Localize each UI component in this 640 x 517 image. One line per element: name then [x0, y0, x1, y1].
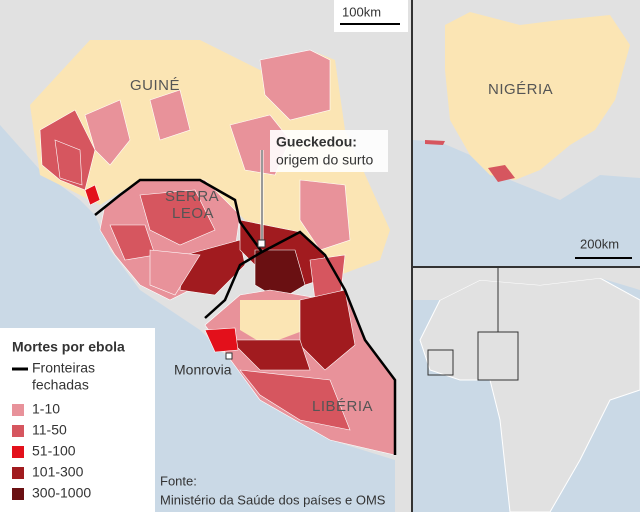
legend-title: Mortes por ebola	[12, 339, 125, 355]
map-shape	[94, 178, 264, 319]
map-shape	[427, 349, 454, 376]
legend-label: 51-100	[32, 443, 76, 459]
legend-swatch	[12, 488, 24, 500]
region	[84, 99, 131, 166]
callout-text: origem do surto	[276, 152, 373, 168]
map-shape	[425, 140, 445, 145]
map-shape	[413, 140, 640, 267]
legend-items: 1-10 11-50 51-100 101-300 300-1000	[12, 401, 91, 501]
callout-title: Gueckedou:	[276, 134, 357, 150]
map-shape	[334, 0, 408, 32]
sierra-leone-label: SERRA	[165, 188, 219, 205]
inset-scale-label: 200km	[580, 236, 619, 251]
map-shape	[0, 328, 155, 512]
region	[149, 89, 191, 141]
legend-label: 11-50	[32, 422, 67, 438]
legend-swatch	[12, 446, 24, 458]
legend-label: 1-10	[32, 401, 60, 417]
legend-label: 101-300	[32, 464, 84, 480]
region	[84, 184, 101, 206]
legend-border: Fronteiras	[32, 360, 95, 376]
liberia-label: LIBÉRIA	[312, 398, 373, 415]
map-shape	[240, 300, 305, 345]
legend-label: 300-1000	[32, 485, 91, 501]
region	[204, 327, 239, 353]
guinea-label: GUINÉ	[130, 77, 180, 94]
legend-swatch	[12, 467, 24, 479]
map-shape	[445, 12, 630, 180]
legend-swatch	[12, 425, 24, 437]
region	[239, 369, 351, 431]
region	[254, 249, 306, 301]
scale-label: 100km	[342, 4, 381, 19]
map-shape	[225, 352, 233, 360]
region	[299, 289, 356, 371]
source-text: Ministério da Saúde dos países e OMS	[160, 492, 386, 507]
region	[139, 189, 216, 246]
region	[229, 339, 311, 371]
map-shape	[257, 239, 266, 248]
region	[299, 179, 351, 251]
legend-border: fechadas	[32, 377, 89, 393]
region	[259, 49, 331, 121]
map-shape	[488, 165, 515, 182]
region	[149, 249, 201, 296]
legend-swatch	[12, 404, 24, 416]
map-shape	[413, 268, 640, 300]
map-shape	[261, 230, 397, 455]
region	[54, 139, 83, 186]
city-label: Monrovia	[174, 362, 232, 378]
sierra-leone-label: LEOA	[172, 205, 214, 222]
map-shape	[270, 130, 388, 172]
nigeria-label: NIGÉRIA	[488, 81, 553, 98]
source-label: Fonte:	[160, 473, 197, 488]
